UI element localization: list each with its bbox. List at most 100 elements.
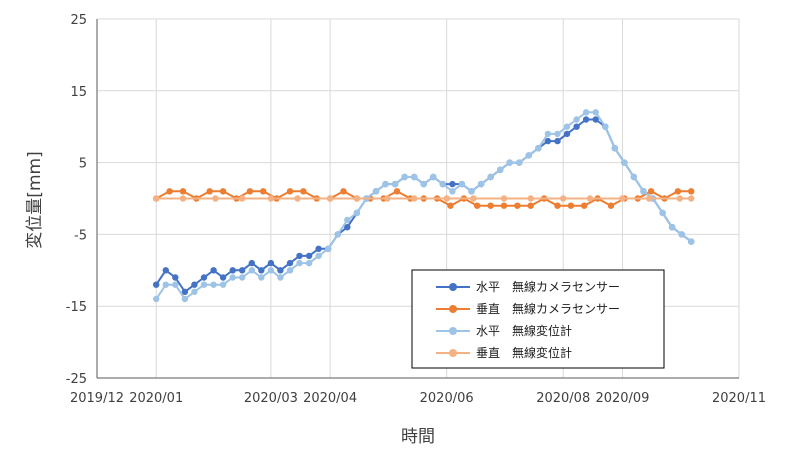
x-tick-label: 2020/03 <box>244 391 298 406</box>
data-point <box>206 188 213 195</box>
data-point <box>210 281 217 288</box>
x-axis-title: 時間 <box>401 427 435 447</box>
data-point <box>420 180 427 188</box>
x-tick-label: 2020/04 <box>303 391 357 406</box>
data-point <box>344 216 351 224</box>
x-tick-label: 2020/09 <box>595 391 649 406</box>
data-point <box>248 267 255 274</box>
data-point <box>659 209 666 217</box>
data-point <box>468 188 475 195</box>
data-point <box>267 195 275 202</box>
data-point <box>678 231 685 238</box>
data-point <box>219 281 227 288</box>
data-point <box>401 173 408 181</box>
data-point <box>674 188 682 195</box>
data-point <box>581 202 588 209</box>
data-point <box>586 195 594 202</box>
legend-swatch-marker <box>449 305 457 313</box>
data-point <box>582 116 590 123</box>
data-point <box>621 159 628 166</box>
data-point <box>181 295 189 303</box>
data-point <box>592 109 599 116</box>
y-tick-label: 5 <box>79 157 87 172</box>
data-point <box>325 245 332 252</box>
data-point <box>573 116 580 123</box>
data-point <box>153 295 160 303</box>
data-point <box>554 130 561 138</box>
data-point <box>527 195 534 202</box>
data-point <box>573 123 580 130</box>
data-point <box>153 195 160 202</box>
data-point <box>647 188 655 195</box>
data-point <box>514 202 521 209</box>
data-point <box>296 259 303 267</box>
data-point <box>527 202 534 209</box>
data-point <box>260 188 267 195</box>
legend-label: 垂直 無線カメラセンサー <box>476 301 620 316</box>
data-point <box>166 188 173 195</box>
data-point <box>411 195 418 202</box>
data-point <box>563 123 571 130</box>
legend-swatch-marker <box>449 283 457 291</box>
data-point <box>191 288 198 295</box>
data-point <box>305 252 313 260</box>
data-point <box>449 188 456 195</box>
data-point <box>474 202 481 209</box>
data-point <box>411 173 418 181</box>
data-point <box>153 281 160 288</box>
y-axis-title: 変位量[mm] <box>25 151 45 248</box>
data-point <box>582 109 590 116</box>
data-point <box>688 188 695 195</box>
data-point <box>305 259 313 267</box>
data-point <box>277 274 284 281</box>
series-4 <box>153 195 695 202</box>
data-point <box>258 267 265 274</box>
data-point <box>353 195 361 202</box>
x-tick-label: 2020/06 <box>420 391 474 406</box>
data-point <box>212 195 219 202</box>
data-point <box>334 231 341 238</box>
data-point <box>668 224 676 231</box>
data-point <box>200 281 208 288</box>
x-tick-label: 2019/12 <box>70 391 124 406</box>
y-tick-label: 15 <box>70 85 87 100</box>
data-point <box>200 274 208 281</box>
data-point <box>172 281 179 288</box>
data-point <box>497 166 504 173</box>
data-point <box>296 252 303 260</box>
data-point <box>267 267 275 274</box>
series-layer <box>153 109 695 303</box>
data-point <box>353 209 361 217</box>
data-point <box>162 281 169 288</box>
data-point <box>430 173 437 181</box>
data-point <box>477 180 485 188</box>
legend-swatch-marker <box>449 327 457 335</box>
data-point <box>258 274 265 281</box>
data-point <box>326 195 334 202</box>
data-point <box>286 267 294 274</box>
data-point <box>277 267 284 274</box>
axis-layer: 25 15 5 -5 -15 -25 2019/12 2020/01 2020/03 2020/0… <box>66 13 766 406</box>
legend-swatch-marker <box>449 349 457 357</box>
data-point <box>391 180 399 188</box>
data-point <box>470 195 477 202</box>
data-point <box>443 195 450 202</box>
data-point <box>592 116 599 123</box>
data-point <box>267 259 275 267</box>
data-point <box>286 259 294 267</box>
data-point <box>179 195 187 202</box>
data-point <box>372 188 380 195</box>
y-tick-label: 25 <box>70 13 87 28</box>
data-point <box>219 188 227 195</box>
data-point <box>563 130 571 138</box>
y-tick-label: -5 <box>74 228 87 243</box>
data-point <box>544 130 552 138</box>
data-point <box>315 252 322 260</box>
data-point <box>676 195 683 202</box>
data-point <box>162 267 169 274</box>
x-tick-label: 2020/01 <box>129 391 183 406</box>
data-point <box>239 195 246 202</box>
